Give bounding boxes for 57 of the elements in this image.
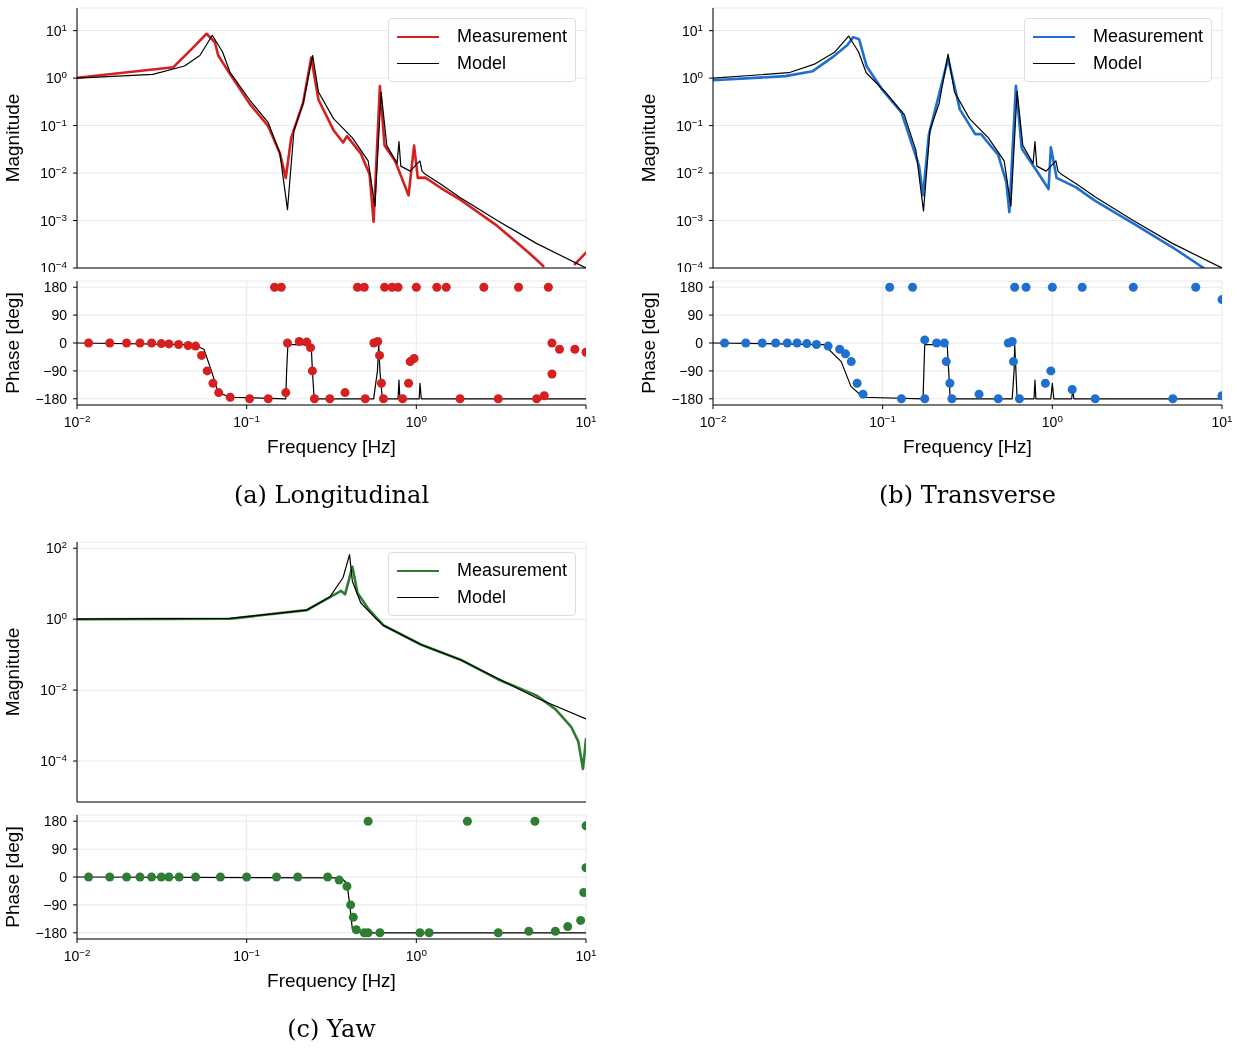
x-axis-title: Frequency [Hz] <box>903 436 1032 457</box>
y-tick-label: 180 <box>679 279 704 296</box>
x-axis-title: Frequency [Hz] <box>267 970 396 991</box>
y-tick-label: −180 <box>35 390 68 407</box>
y-tick-label: 10$^{0}$ <box>45 609 68 628</box>
legend-label: Measurement <box>456 26 567 47</box>
x-tick-label: 10$^{−1}$ <box>869 412 897 430</box>
y-tick-label: 10$^{0}$ <box>681 68 704 87</box>
text: (b) Transverse <box>877 481 1057 509</box>
legend-label: Measurement <box>456 560 567 581</box>
x-tick-label: 10$^{−1}$ <box>233 946 261 964</box>
y-tick-label: 180 <box>43 813 68 830</box>
y-tick-label: 10$^{−3}$ <box>40 211 68 229</box>
y-tick-label: 10$^{−2}$ <box>40 163 67 182</box>
y-tick-label: 10$^{2}$ <box>45 538 67 557</box>
y-tick-label: 10$^{−3}$ <box>676 211 704 229</box>
y-tick-label: 0 <box>59 335 68 351</box>
y-axis-title: Phase [deg] <box>1 826 23 928</box>
x-tick-label: 10$^{0}$ <box>1041 412 1064 430</box>
x-tick-label: 10$^{1}$ <box>575 412 597 430</box>
y-tick-label: −90 <box>679 362 704 379</box>
y-tick-label: 10$^{−1}$ <box>40 116 67 134</box>
y-tick-label: 180 <box>43 279 68 296</box>
x-tick-label: 10$^{0}$ <box>405 946 428 964</box>
y-tick-label: 10$^{−4}$ <box>40 751 68 770</box>
y-axis-title: Magnitude <box>1 93 23 183</box>
y-axis-title: Phase [deg] <box>1 292 23 394</box>
y-tick-label: 10$^{−2}$ <box>676 163 703 182</box>
y-tick-label: 10$^{0}$ <box>45 68 68 87</box>
x-tick-label: 10$^{−2}$ <box>699 412 727 430</box>
y-tick-label: −90 <box>43 896 68 913</box>
text: (c) Yaw <box>286 1015 377 1043</box>
y-axis-title: Magnitude <box>637 93 659 183</box>
x-tick-label: 10$^{0}$ <box>405 412 428 430</box>
y-tick-label: 10$^{−1}$ <box>676 116 703 134</box>
y-tick-label: 0 <box>59 869 68 885</box>
y-tick-label: 10$^{−2}$ <box>40 680 67 699</box>
y-axis-title: Magnitude <box>1 627 23 717</box>
legend-label: Model <box>456 53 506 74</box>
legend-label: Model <box>456 587 506 608</box>
y-tick-label: 90 <box>51 307 68 324</box>
legend-label: Model <box>1092 53 1142 74</box>
y-tick-label: 0 <box>695 335 704 351</box>
text: (a) Longitudinal <box>232 481 431 509</box>
x-axis-title: Frequency [Hz] <box>267 436 396 457</box>
x-tick-label: 10$^{1}$ <box>575 946 597 964</box>
x-tick-label: 10$^{−1}$ <box>233 412 261 430</box>
y-tick-label: 90 <box>687 307 704 324</box>
y-axis-title: Phase [deg] <box>637 292 659 394</box>
y-tick-label: 10$^{1}$ <box>681 21 703 39</box>
y-tick-label: −180 <box>35 924 68 941</box>
y-tick-label: −90 <box>43 362 68 379</box>
legend-label: Measurement <box>1092 26 1203 47</box>
x-tick-label: 10$^{1}$ <box>1211 412 1233 430</box>
y-tick-label: 10$^{1}$ <box>45 21 67 39</box>
y-tick-label: 90 <box>51 841 68 858</box>
y-tick-label: −180 <box>671 390 704 407</box>
